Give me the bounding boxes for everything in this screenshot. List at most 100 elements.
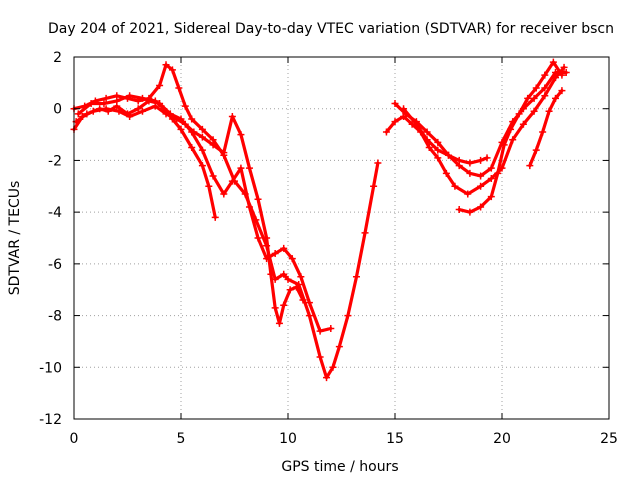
data-point bbox=[541, 92, 549, 100]
data-point bbox=[271, 304, 279, 312]
data-point bbox=[173, 115, 181, 123]
data-point bbox=[423, 136, 431, 144]
y-tick-label: -4 bbox=[48, 205, 62, 221]
data-point bbox=[466, 169, 474, 177]
data-point bbox=[305, 312, 313, 320]
y-axis-label: SDTVAR / TECUs bbox=[7, 181, 23, 296]
series-line bbox=[76, 94, 217, 219]
data-point bbox=[494, 169, 502, 177]
data-point bbox=[483, 154, 491, 162]
x-tick-label: 25 bbox=[600, 431, 618, 447]
data-point bbox=[198, 162, 206, 170]
data-point bbox=[466, 159, 474, 167]
y-tick-label: 2 bbox=[53, 50, 62, 66]
data-point bbox=[181, 102, 189, 110]
data-point bbox=[434, 138, 442, 146]
data-point bbox=[228, 177, 236, 185]
y-tick-label: -10 bbox=[39, 360, 62, 376]
data-point bbox=[532, 146, 540, 154]
x-tick-label: 15 bbox=[386, 431, 404, 447]
data-point bbox=[466, 208, 474, 216]
data-point bbox=[316, 353, 324, 361]
data-point bbox=[391, 118, 399, 126]
data-point bbox=[507, 125, 515, 133]
data-point bbox=[526, 162, 534, 170]
data-point bbox=[558, 71, 566, 79]
data-point bbox=[374, 159, 382, 167]
x-tick-label: 20 bbox=[493, 431, 511, 447]
data-point bbox=[113, 97, 121, 105]
data-point bbox=[134, 105, 142, 113]
data-point bbox=[115, 107, 123, 115]
data-point bbox=[162, 61, 170, 69]
data-point bbox=[220, 149, 228, 157]
data-point bbox=[477, 182, 485, 190]
data-point bbox=[352, 273, 360, 281]
data-point bbox=[237, 164, 245, 172]
data-point bbox=[102, 105, 110, 113]
data-point bbox=[126, 112, 134, 120]
data-point bbox=[549, 58, 557, 66]
data-point bbox=[412, 120, 420, 128]
y-tick-label: 0 bbox=[53, 102, 62, 118]
data-point bbox=[464, 190, 472, 198]
y-tick-label: -2 bbox=[48, 153, 62, 169]
data-point bbox=[487, 175, 495, 183]
data-point bbox=[541, 84, 549, 92]
data-point bbox=[151, 102, 159, 110]
data-point bbox=[245, 203, 253, 211]
x-tick-label: 10 bbox=[279, 431, 297, 447]
x-axis-label: GPS time / hours bbox=[281, 459, 398, 475]
data-point bbox=[391, 100, 399, 108]
data-point bbox=[530, 107, 538, 115]
data-point bbox=[280, 244, 288, 252]
data-point bbox=[286, 286, 294, 294]
data-point bbox=[126, 92, 134, 100]
data-point bbox=[254, 234, 262, 242]
data-point bbox=[280, 301, 288, 309]
data-point bbox=[370, 182, 378, 190]
data-point bbox=[500, 141, 508, 149]
data-point bbox=[138, 107, 146, 115]
x-tick-label: 5 bbox=[177, 431, 186, 447]
data-point bbox=[434, 154, 442, 162]
data-point bbox=[327, 325, 335, 332]
data-point bbox=[271, 250, 279, 258]
data-point bbox=[245, 164, 253, 172]
data-point bbox=[198, 133, 206, 141]
data-point bbox=[445, 151, 452, 159]
data-point bbox=[487, 164, 495, 172]
data-point bbox=[293, 283, 301, 291]
data-point bbox=[267, 270, 275, 278]
data-point bbox=[400, 105, 408, 113]
data-point bbox=[209, 141, 217, 149]
data-point bbox=[74, 110, 82, 118]
data-point bbox=[156, 81, 164, 89]
data-point bbox=[138, 94, 146, 102]
data-point bbox=[220, 190, 228, 198]
data-point bbox=[400, 112, 408, 120]
data-point bbox=[305, 299, 313, 307]
data-point bbox=[297, 273, 305, 281]
axes-layer bbox=[73, 56, 610, 420]
data-point bbox=[228, 112, 236, 120]
series-line bbox=[74, 99, 333, 333]
series-line bbox=[72, 104, 305, 325]
data-point bbox=[545, 107, 553, 115]
series-layer bbox=[70, 58, 570, 382]
data-point bbox=[532, 84, 540, 92]
data-point bbox=[477, 172, 485, 180]
plot-frame bbox=[73, 56, 610, 420]
series-track-9 bbox=[526, 87, 566, 170]
data-point bbox=[515, 110, 523, 118]
y-tick-label: -12 bbox=[39, 412, 62, 428]
data-point bbox=[539, 128, 547, 136]
data-point bbox=[168, 66, 176, 74]
data-point bbox=[455, 206, 463, 214]
data-point bbox=[509, 136, 517, 144]
data-point bbox=[524, 94, 532, 102]
data-point bbox=[198, 146, 206, 154]
data-point bbox=[560, 63, 568, 71]
